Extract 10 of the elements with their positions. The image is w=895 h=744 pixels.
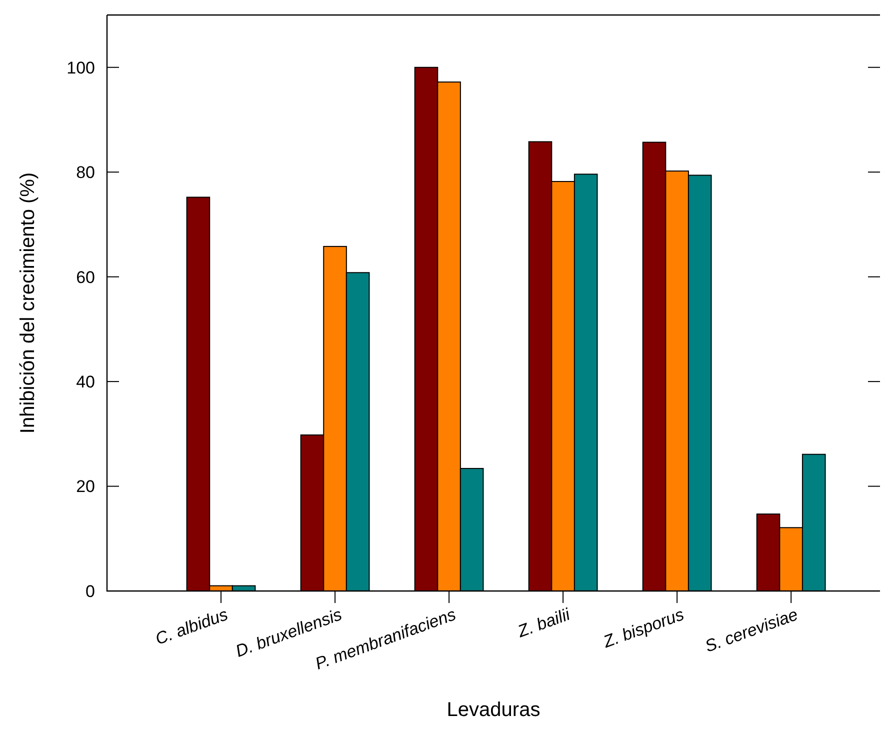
y-tick-label: 100 [66, 58, 95, 78]
x-axis-title: Levaduras [446, 699, 540, 721]
y-tick-label: 80 [76, 163, 95, 182]
y-tick-label: 60 [76, 268, 95, 287]
y-tick-label: 20 [76, 477, 95, 496]
x-tick-label: Z. bailii [514, 604, 574, 642]
x-tick-label: C. albidus [152, 604, 231, 649]
y-tick-label: 0 [86, 582, 95, 601]
y-tick-label: 40 [76, 372, 95, 392]
y-axis-title: Inhibición del crecimiento (%) [17, 172, 39, 434]
